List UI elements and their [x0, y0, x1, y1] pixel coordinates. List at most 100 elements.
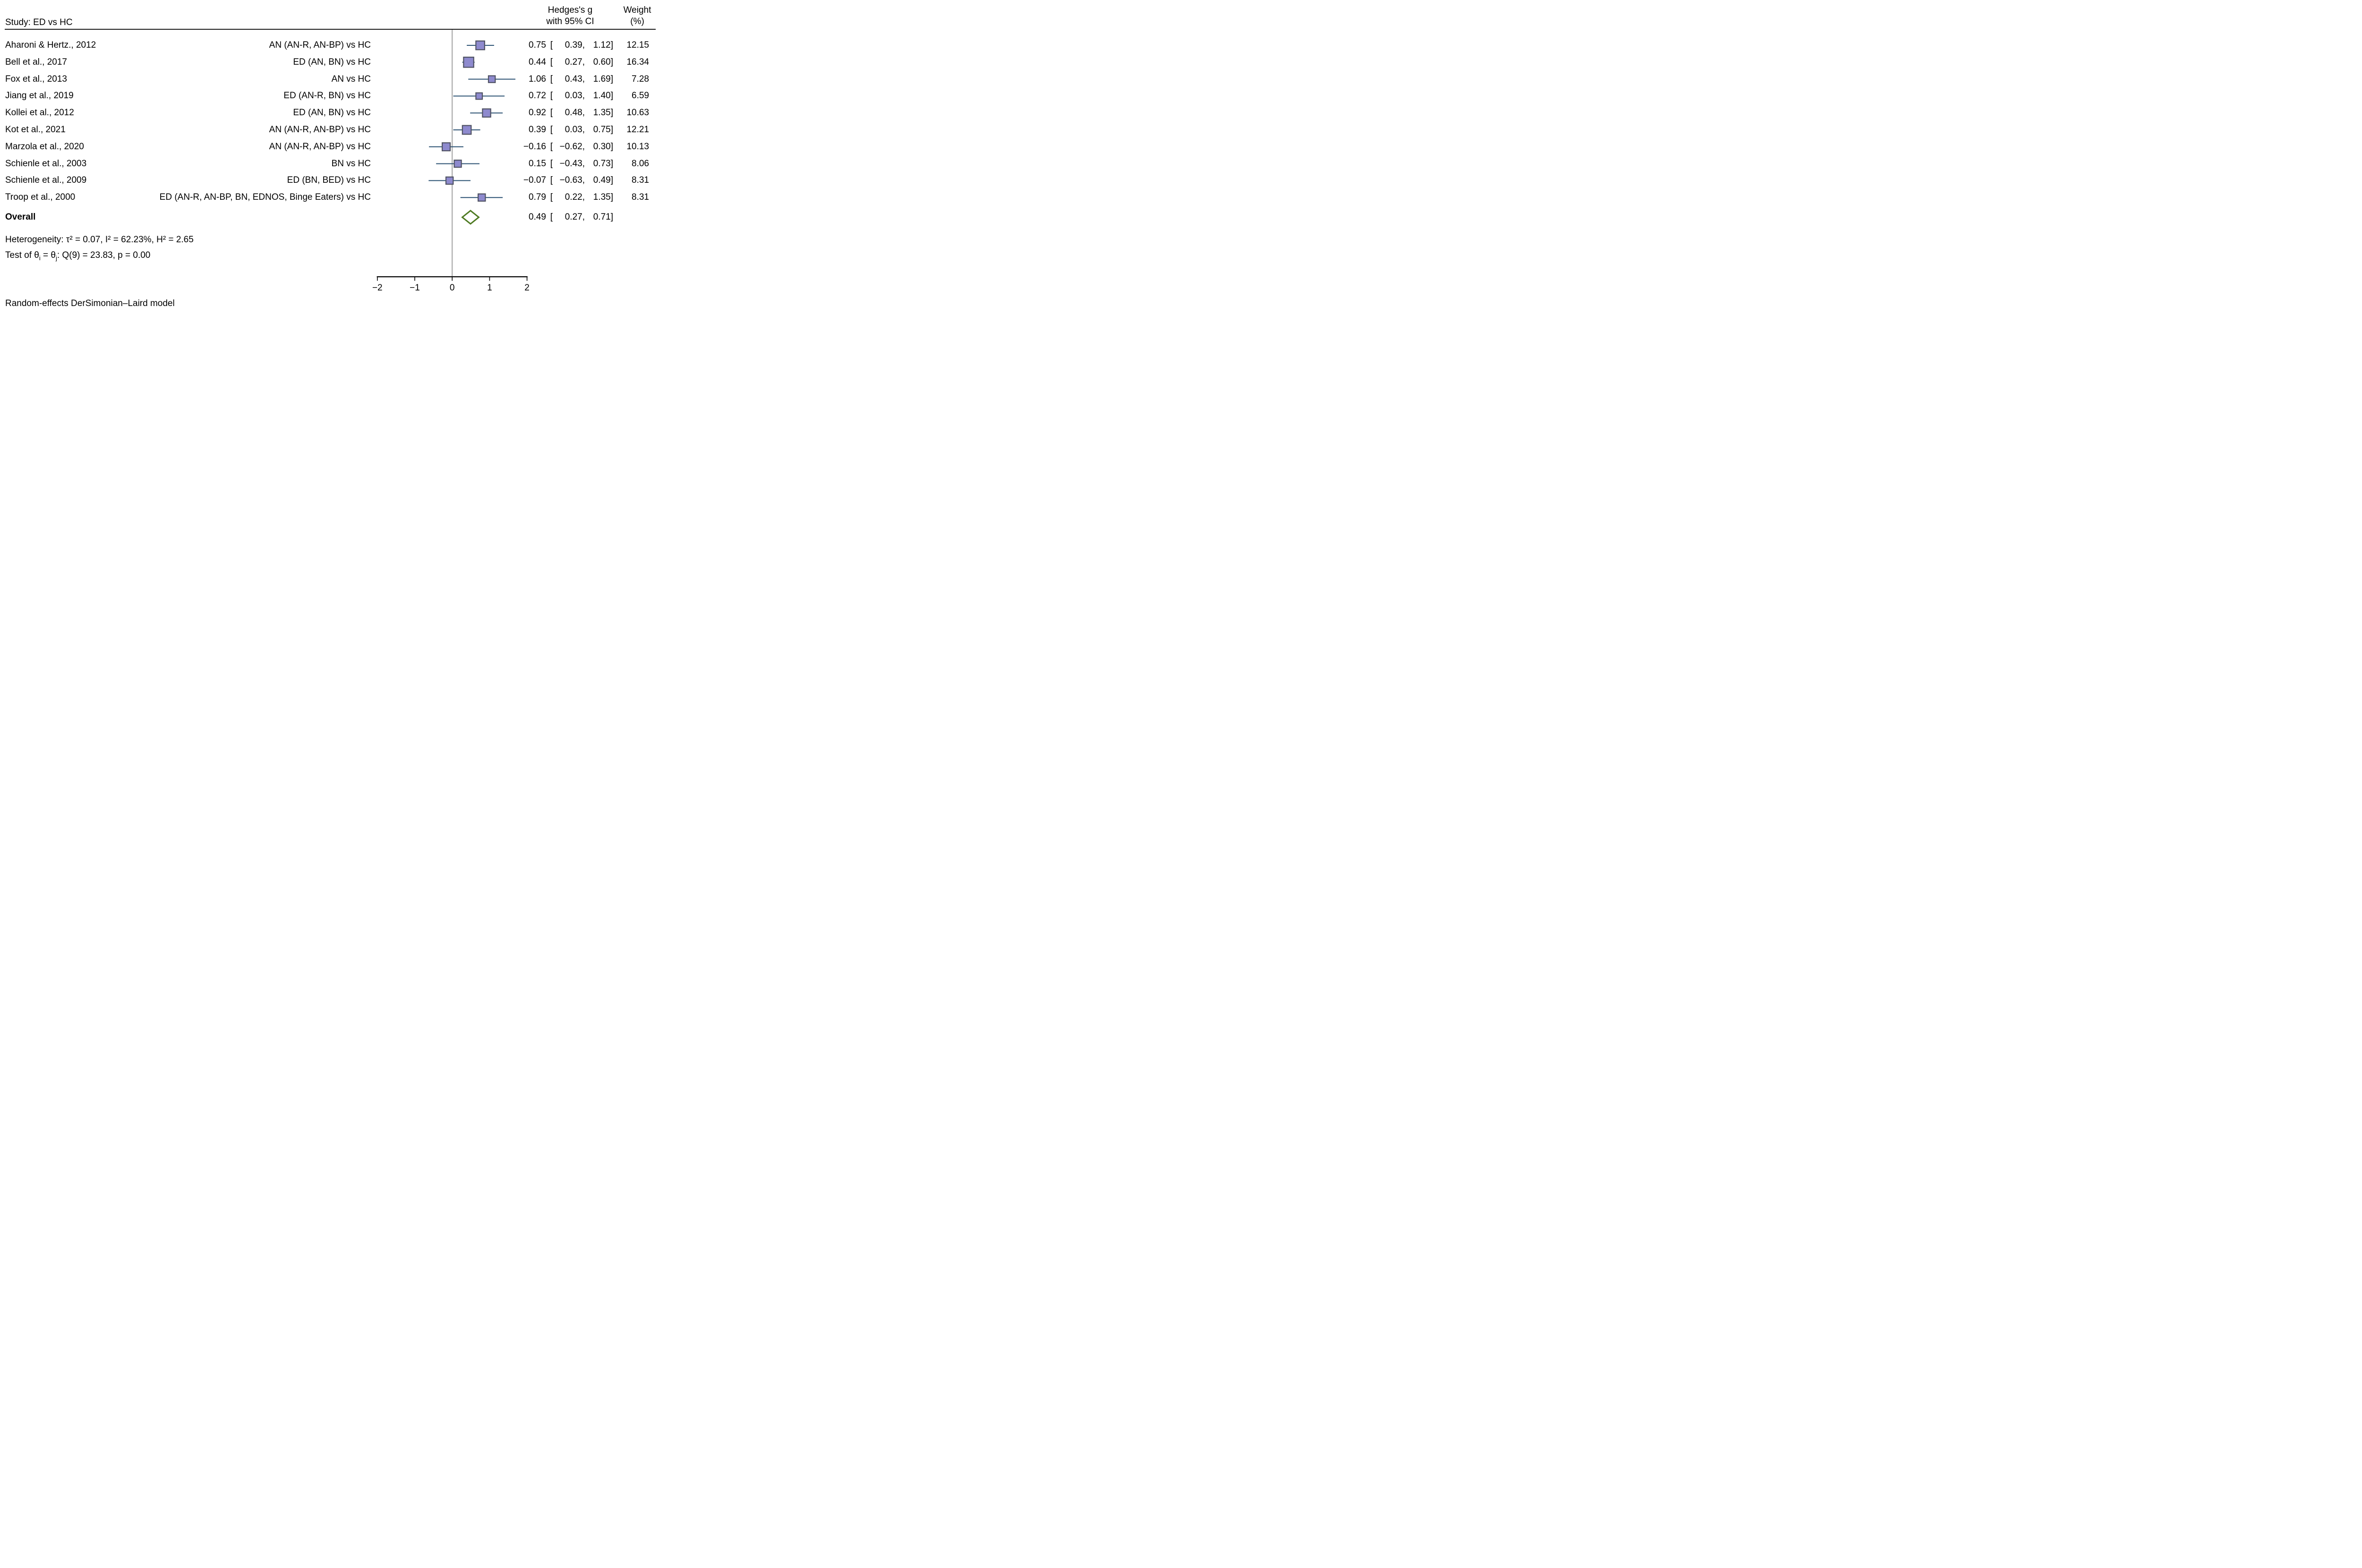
effect-square [463, 56, 474, 68]
ci-lower-bound: −0.63, [559, 175, 585, 186]
weight-value: 12.21 [626, 125, 649, 135]
effect-estimate: 0.79 [529, 192, 546, 203]
effect-square [478, 193, 486, 202]
study-name: Schienle et al., 2009 [5, 175, 87, 186]
study-effect-cell: −0.07 [ −0.63, 0.49] [520, 174, 613, 187]
overall-effect-cell: 0.49 [0.27, 0.71] [520, 211, 613, 223]
x-tick-label: 0 [449, 283, 455, 293]
study-name: Jiang et al., 2019 [5, 91, 74, 101]
effect-estimate: 0.44 [529, 57, 546, 67]
forest-plot-figure: Study: ED vs HC Hedges's g with 95% CI W… [0, 0, 659, 314]
study-name: Troop et al., 2000 [5, 192, 76, 203]
test-text-sub-i: i [39, 254, 41, 262]
effect-estimate: 0.72 [529, 91, 546, 101]
effect-square [462, 125, 472, 135]
effect-column-header-line1: Hedges's g [548, 5, 593, 15]
effect-estimate: −0.07 [523, 175, 546, 186]
forest-plot-svg [377, 30, 528, 281]
study-effect-cell: 0.75 [0.39, 1.12] [520, 39, 613, 51]
effect-square [475, 40, 485, 51]
effect-estimate: 0.92 [529, 108, 546, 118]
effect-square [454, 159, 462, 168]
ci-lower-bound: −0.62, [559, 141, 585, 152]
ci-upper-bound: 1.35] [593, 108, 613, 118]
study-effect-cell: 0.15 [−0.43, 0.73] [520, 158, 613, 170]
overall-label: Overall [5, 212, 36, 222]
study-comparison: BN vs HC [331, 158, 371, 169]
ci-open-bracket: [ [550, 192, 553, 203]
ci-open-bracket: [ [550, 141, 553, 152]
ci-upper-bound: 0.73] [593, 158, 613, 169]
study-comparison: ED (BN, BED) vs HC [287, 175, 371, 186]
weight-column-header-line1: Weight [623, 5, 651, 15]
study-name: Aharoni & Hertz., 2012 [5, 40, 96, 50]
ci-upper-bound: 0.75] [593, 125, 613, 135]
ci-upper-bound: 0.60] [593, 57, 613, 67]
study-effect-cell: 0.79 [0.22, 1.35] [520, 191, 613, 204]
ci-upper-bound: 1.40] [593, 91, 613, 101]
effect-estimate: 0.49 [529, 212, 546, 222]
ci-lower-bound: −0.43, [559, 158, 585, 169]
ci-open-bracket: [ [550, 74, 553, 84]
heterogeneity-text: Heterogeneity: τ² = 0.07, I² = 62.23%, H… [5, 235, 194, 245]
test-text-mid: = θ [40, 250, 56, 260]
study-effect-cell: −0.16 [ −0.62, 0.30] [520, 141, 613, 153]
test-text-pre: Test of θ [5, 250, 39, 260]
effect-square [482, 108, 491, 118]
study-comparison: ED (AN-R, BN) vs HC [283, 91, 371, 101]
study-effect-cell: 0.39 [0.03, 0.75] [520, 124, 613, 136]
weight-value: 12.15 [626, 40, 649, 50]
ci-lower-bound: 0.22, [565, 192, 585, 203]
ci-open-bracket: [ [550, 158, 553, 169]
ci-open-bracket: [ [550, 40, 553, 50]
study-name: Bell et al., 2017 [5, 57, 67, 67]
study-comparison: AN (AN-R, AN-BP) vs HC [269, 141, 371, 152]
effect-square [441, 142, 451, 152]
x-tick-label: 1 [487, 283, 492, 293]
ci-lower-bound: 0.03, [565, 125, 585, 135]
overall-diamond [461, 210, 480, 225]
ci-open-bracket: [ [550, 108, 553, 118]
effect-square [475, 92, 483, 100]
effect-estimate: −0.16 [523, 141, 546, 152]
ci-open-bracket: [ [550, 57, 553, 67]
weight-value: 7.28 [632, 74, 649, 84]
effect-square [445, 176, 454, 185]
ci-upper-bound: 1.35] [593, 192, 613, 203]
homogeneity-test-text: Test of θi = θj: Q(9) = 23.83, p = 0.00 [5, 249, 150, 262]
study-comparison: ED (AN, BN) vs HC [293, 57, 371, 67]
ci-lower-bound: 0.48, [565, 108, 585, 118]
ci-upper-bound: 0.49] [593, 175, 613, 186]
study-name: Marzola et al., 2020 [5, 141, 84, 152]
study-effect-cell: 0.92 [0.48, 1.35] [520, 107, 613, 119]
study-effect-cell: 0.72 [0.03, 1.40] [520, 90, 613, 102]
study-comparison: AN vs HC [331, 74, 371, 84]
weight-column-header-line2: (%) [630, 17, 644, 26]
effect-square [488, 75, 496, 83]
study-name: Kot et al., 2021 [5, 125, 66, 135]
test-text-post: : Q(9) = 23.83, p = 0.00 [57, 250, 151, 260]
x-tick-label: 2 [524, 283, 530, 293]
ci-lower-bound: 0.27, [565, 212, 585, 222]
weight-value: 10.13 [626, 141, 649, 152]
test-text-sub-j: j [55, 254, 57, 262]
weight-value: 16.34 [626, 57, 649, 67]
effect-estimate: 0.39 [529, 125, 546, 135]
ci-open-bracket: [ [550, 175, 553, 186]
study-comparison: AN (AN-R, AN-BP) vs HC [269, 40, 371, 50]
weight-value: 10.63 [626, 108, 649, 118]
header-rule [5, 29, 656, 30]
ci-upper-bound: 0.30] [593, 141, 613, 152]
study-column-header: Study: ED vs HC [5, 17, 73, 27]
weight-value: 6.59 [632, 91, 649, 101]
x-tick-label: −1 [410, 283, 420, 293]
ci-open-bracket: [ [550, 212, 553, 222]
ci-upper-bound: 1.69] [593, 74, 613, 84]
study-comparison: AN (AN-R, AN-BP) vs HC [269, 125, 371, 135]
weight-value: 8.06 [632, 158, 649, 169]
ci-lower-bound: 0.03, [565, 91, 585, 101]
study-comparison: ED (AN-R, AN-BP, BN, EDNOS, Binge Eaters… [159, 192, 371, 203]
model-note: Random-effects DerSimonian–Laird model [5, 298, 175, 308]
study-effect-cell: 1.06 [0.43, 1.69] [520, 73, 613, 85]
weight-value: 8.31 [632, 175, 649, 186]
